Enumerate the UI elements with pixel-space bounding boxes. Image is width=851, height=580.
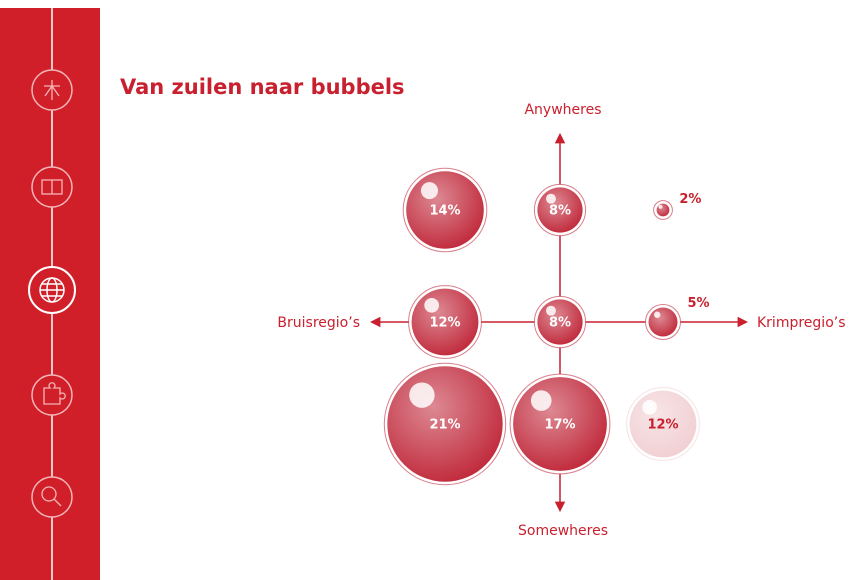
nav-puzzle[interactable] xyxy=(32,375,72,415)
value-label: 14% xyxy=(429,204,460,219)
value-label: 21% xyxy=(429,418,460,433)
bubble-highlight xyxy=(642,400,657,415)
bubble-highlight xyxy=(546,306,556,316)
title: Van zuilen naar bubbels xyxy=(120,75,405,99)
bubble-highlight xyxy=(409,382,434,407)
bubble-highlight xyxy=(531,390,552,411)
value-label: 8% xyxy=(549,316,571,331)
axis-label: Somewheres xyxy=(518,523,608,539)
bubble-highlight xyxy=(658,205,662,209)
value-label: 5% xyxy=(688,296,710,311)
axis-label: Anywheres xyxy=(524,102,601,118)
bubble-highlight xyxy=(546,194,556,204)
bubble-highlight xyxy=(421,182,438,199)
bubble xyxy=(657,204,670,217)
axis-label: Krimpregio’s xyxy=(757,315,846,331)
sidebar xyxy=(0,8,100,580)
nav-search[interactable] xyxy=(32,477,72,517)
axis-label: Bruisregio’s xyxy=(277,315,360,331)
value-label: 17% xyxy=(544,418,575,433)
value-label: 12% xyxy=(429,316,460,331)
bubble-highlight xyxy=(424,298,439,313)
page: Van zuilen naar bubbels Anywheres Somewh… xyxy=(0,0,851,580)
bubble-highlight xyxy=(654,312,660,318)
value-label: 12% xyxy=(647,418,678,433)
bubble xyxy=(649,308,678,337)
value-label: 8% xyxy=(549,204,571,219)
value-label: 2% xyxy=(679,192,701,207)
